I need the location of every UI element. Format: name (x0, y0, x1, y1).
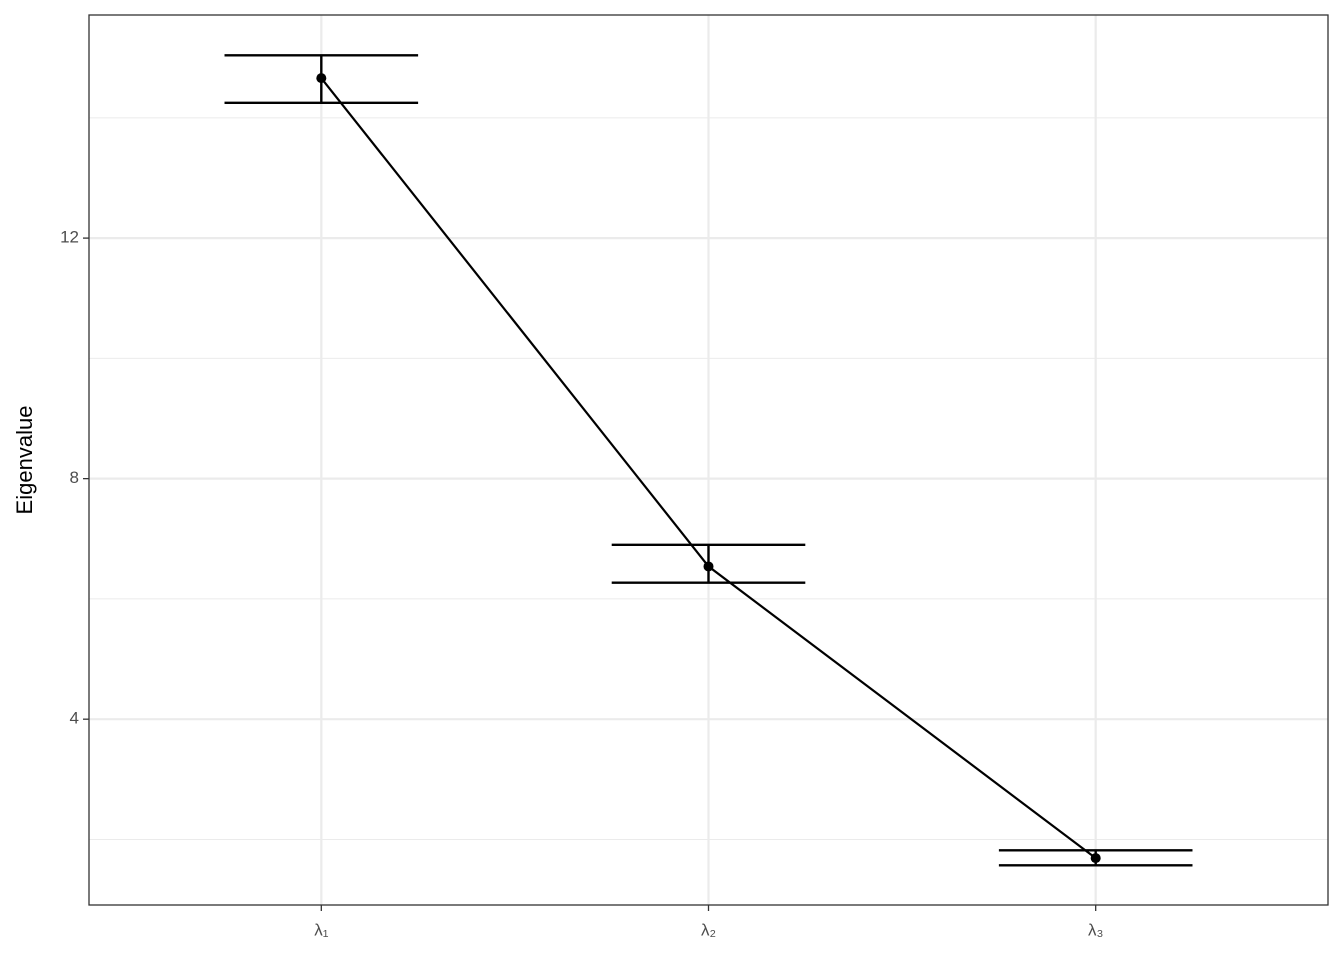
marks (224, 54, 1193, 867)
point (1090, 853, 1101, 864)
y-tick-label: 8 (70, 468, 79, 487)
y-tick-label: 12 (60, 228, 79, 247)
x-tick-label: λ₃ (1088, 920, 1103, 939)
point (316, 73, 327, 84)
grid (89, 15, 1328, 905)
y-axis-title: Eigenvalue (12, 406, 37, 515)
point (703, 561, 714, 572)
x-tick-label: λ₂ (701, 920, 716, 939)
y-tick-label: 4 (70, 709, 79, 728)
x-tick-label: λ₁ (314, 920, 329, 939)
